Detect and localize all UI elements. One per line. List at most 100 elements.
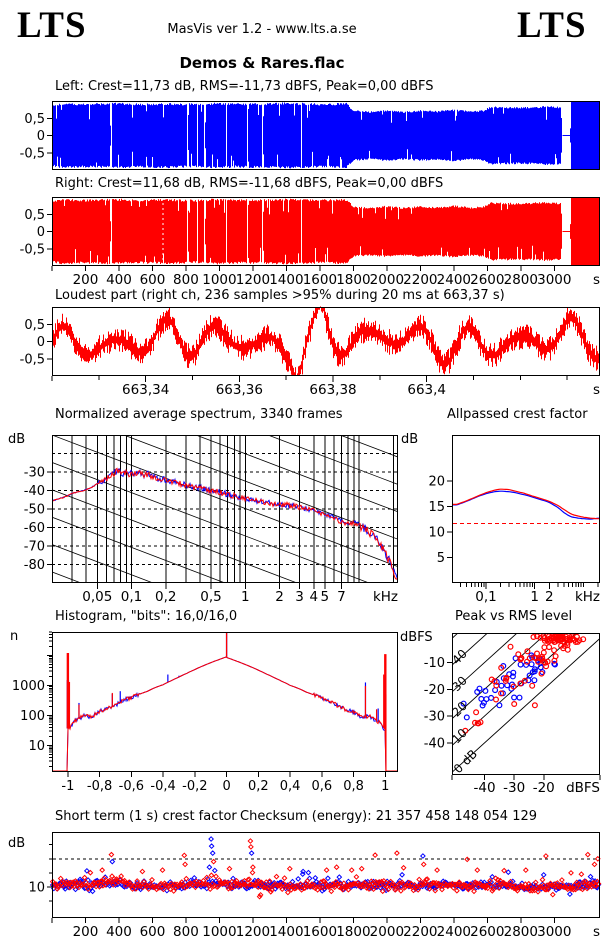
svg-text:-0,8: -0,8 (87, 779, 112, 794)
svg-text:2000: 2000 (370, 924, 404, 940)
logo-right: LTS (517, 5, 587, 46)
histogram-ylabel: n (10, 629, 19, 644)
histogram-title: Histogram, "bits": 16,0/16,0 (55, 609, 238, 624)
svg-text:-40: -40 (474, 780, 496, 796)
svg-text:0: 0 (222, 779, 230, 794)
svg-text:663,36: 663,36 (216, 382, 263, 398)
svg-text:10: 10 (428, 525, 445, 540)
svg-text:-0,5: -0,5 (20, 352, 45, 367)
svg-text:-70: -70 (24, 540, 45, 555)
right-channel-stats: Right: Crest=11,68 dB, RMS=-11,68 dBFS, … (55, 176, 444, 191)
short-term-crest-chart: 10 200 400 600 800 1000 1200 1400 1600 1800 2000 22… (28, 832, 602, 940)
svg-text:800: 800 (173, 272, 199, 288)
svg-text:1600: 1600 (303, 924, 337, 940)
svg-text:1800: 1800 (336, 924, 370, 940)
svg-text:1: 1 (381, 779, 389, 794)
svg-text:1800: 1800 (336, 272, 370, 288)
svg-text:100: 100 (20, 709, 45, 724)
svg-text:0,05: 0,05 (82, 589, 112, 605)
svg-text:2: 2 (545, 589, 554, 605)
svg-text:-0,6: -0,6 (119, 779, 144, 794)
svg-text:7: 7 (337, 589, 346, 605)
svg-text:2000: 2000 (370, 272, 404, 288)
app-version-line: MasVis ver 1.2 - www.lts.a.se (167, 22, 357, 37)
svg-text:0,1: 0,1 (121, 589, 142, 605)
allpass-title: Allpassed crest factor (447, 407, 588, 422)
svg-text:0,1: 0,1 (475, 589, 496, 605)
svg-text:5: 5 (437, 551, 445, 566)
svg-text:663,4: 663,4 (407, 382, 446, 398)
svg-text:1: 1 (530, 589, 539, 605)
svg-text:s: s (593, 924, 600, 940)
svg-text:15: 15 (428, 500, 445, 515)
svg-text:2800: 2800 (504, 924, 538, 940)
svg-text:3000: 3000 (537, 272, 571, 288)
svg-text:0,5: 0,5 (24, 208, 45, 223)
svg-text:1000: 1000 (12, 679, 45, 694)
svg-text:-0,2: -0,2 (182, 779, 207, 794)
svg-text:s: s (593, 382, 600, 398)
svg-text:-20: -20 (533, 780, 555, 796)
svg-text:-40: -40 (424, 736, 445, 751)
spectrum-title: Normalized average spectrum, 3340 frames (55, 407, 343, 422)
svg-text:0,5: 0,5 (24, 112, 45, 127)
svg-text:2200: 2200 (403, 272, 437, 288)
short-term-title: Short term (1 s) crest factor (55, 809, 237, 824)
spectrum-ylabel: dB (8, 432, 26, 447)
peak-rms-title: Peak vs RMS level (455, 609, 573, 624)
svg-text:0,2: 0,2 (248, 779, 269, 794)
svg-text:0: 0 (37, 129, 45, 144)
svg-text:2800: 2800 (504, 272, 538, 288)
svg-text:663,38: 663,38 (309, 382, 356, 398)
svg-text:-1: -1 (61, 779, 74, 794)
svg-text:1000: 1000 (202, 924, 236, 940)
svg-text:-50: -50 (24, 503, 45, 518)
svg-text:1600: 1600 (303, 272, 337, 288)
svg-text:s: s (593, 272, 600, 288)
svg-text:-40: -40 (24, 484, 45, 499)
svg-text:200: 200 (73, 924, 99, 940)
logo-left: LTS (17, 5, 87, 46)
svg-text:5: 5 (321, 589, 330, 605)
svg-text:2600: 2600 (470, 272, 504, 288)
svg-text:-30: -30 (24, 466, 45, 481)
svg-text:663,34: 663,34 (122, 382, 169, 398)
svg-text:4: 4 (309, 589, 318, 605)
histogram-chart: 10 100 1000 -1 -0,8 -0,6 -0,4 -0,2 0 0,2 0,4 0,6 0,8… (12, 631, 398, 794)
spectrum-chart: -30 -40 -50 -60 -70 -80 0,05 0,1 0,2 0,5 1 2 3 4 5 7 kHz (24, 435, 398, 605)
file-title: Demos & Rares.flac (179, 54, 345, 72)
svg-text:0: 0 (37, 335, 45, 350)
svg-text:0,2: 0,2 (155, 589, 176, 605)
svg-text:-30: -30 (503, 780, 525, 796)
svg-text:1200: 1200 (236, 924, 270, 940)
svg-text:0,6: 0,6 (311, 779, 332, 794)
svg-text:-0,5: -0,5 (20, 146, 45, 161)
loudest-part-chart: 0,5 0 -0,5 663,34 663,36 663,38 663,4 s (20, 306, 600, 398)
svg-text:20: 20 (428, 474, 445, 489)
svg-text:1200: 1200 (236, 272, 270, 288)
svg-text:-20: -20 (424, 683, 445, 698)
left-channel-stats: Left: Crest=11,73 dB, RMS=-11,73 dBFS, P… (55, 79, 434, 94)
svg-text:0: 0 (37, 225, 45, 240)
loudest-part-title: Loudest part (right ch, 236 samples >95%… (55, 288, 505, 303)
svg-text:2: 2 (275, 589, 284, 605)
svg-text:0,5: 0,5 (24, 318, 45, 333)
svg-text:2600: 2600 (470, 924, 504, 940)
svg-text:1400: 1400 (269, 924, 303, 940)
svg-text:0,5: 0,5 (200, 589, 221, 605)
svg-text:-30: -30 (424, 710, 445, 725)
svg-text:10: 10 (28, 880, 45, 895)
svg-text:800: 800 (173, 924, 199, 940)
svg-text:1000: 1000 (202, 272, 236, 288)
svg-text:2400: 2400 (437, 924, 471, 940)
svg-text:kHz: kHz (575, 589, 600, 605)
checksum-label: Checksum (energy): 21 357 458 148 054 12… (240, 809, 538, 824)
svg-text:kHz: kHz (373, 589, 398, 605)
svg-text:2200: 2200 (403, 924, 437, 940)
short-term-ylabel: dB (8, 836, 26, 851)
svg-text:0,4: 0,4 (280, 779, 301, 794)
svg-text:10: 10 (28, 739, 45, 754)
